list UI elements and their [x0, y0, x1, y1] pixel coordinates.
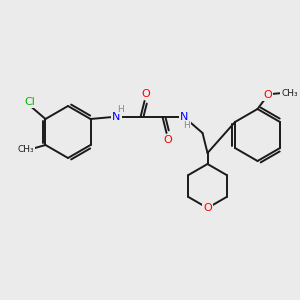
- Text: O: O: [141, 89, 150, 99]
- Text: O: O: [203, 203, 212, 213]
- Text: CH₃: CH₃: [281, 88, 298, 98]
- Text: Cl: Cl: [24, 97, 35, 107]
- Text: H: H: [183, 122, 190, 130]
- Text: CH₃: CH₃: [17, 145, 34, 154]
- Text: H: H: [117, 104, 124, 113]
- Text: N: N: [112, 112, 121, 122]
- Text: O: O: [163, 135, 172, 145]
- Text: N: N: [180, 112, 189, 122]
- Text: O: O: [263, 90, 272, 100]
